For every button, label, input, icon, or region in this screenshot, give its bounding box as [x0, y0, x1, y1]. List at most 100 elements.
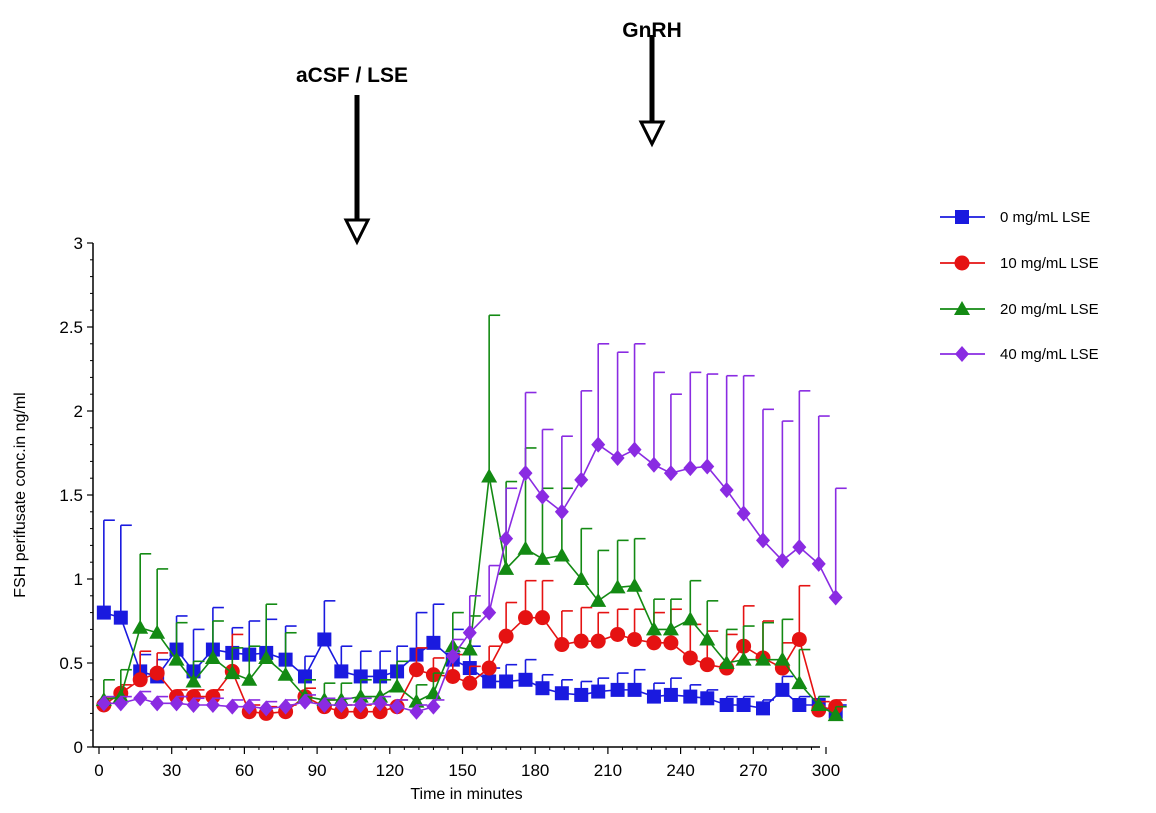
data-point	[482, 674, 497, 689]
legend-marker	[955, 346, 969, 362]
annotation-label: GnRH	[622, 19, 682, 42]
data-point	[683, 460, 698, 477]
y-tick-label: 1.5	[59, 486, 83, 505]
data-point	[683, 689, 698, 704]
data-point	[169, 695, 184, 712]
data-point	[498, 560, 515, 575]
data-point	[663, 465, 678, 482]
y-tick-label: 0.5	[59, 654, 83, 673]
data-point	[445, 668, 461, 684]
data-point	[259, 700, 274, 717]
data-point	[554, 503, 569, 520]
x-tick-label: 180	[521, 761, 549, 780]
data-point	[462, 624, 477, 641]
data-point	[534, 550, 551, 565]
annotation-arrow: GnRH	[622, 19, 682, 148]
x-tick-label: 270	[739, 761, 767, 780]
data-point	[373, 695, 388, 712]
data-point	[735, 651, 752, 666]
data-point	[755, 532, 770, 549]
data-point	[590, 592, 607, 607]
data-point	[205, 697, 220, 713]
x-tick-label: 240	[666, 761, 694, 780]
data-point	[132, 619, 149, 634]
data-point	[811, 555, 826, 572]
data-point	[372, 704, 388, 720]
x-tick-label: 120	[376, 761, 404, 780]
data-point	[517, 540, 534, 555]
data-point	[700, 458, 715, 475]
data-point	[408, 662, 424, 678]
annotation-arrowhead	[343, 218, 371, 246]
data-point	[626, 577, 643, 592]
data-point	[317, 632, 332, 647]
data-point	[610, 626, 626, 642]
x-tick-label: 0	[94, 761, 103, 780]
y-tick-label: 3	[74, 234, 83, 253]
y-tick-label: 2.5	[59, 318, 83, 337]
series-3	[96, 342, 847, 720]
legend-label: 40 mg/mL LSE	[1000, 346, 1099, 363]
data-point	[627, 682, 642, 697]
data-point	[258, 649, 275, 664]
data-point	[646, 635, 662, 651]
data-point	[481, 468, 498, 483]
data-point	[352, 688, 369, 703]
axes: 00.511.522.530 30 60 90 120 150 180 210 240 270 30…	[59, 234, 840, 780]
data-point	[754, 651, 771, 666]
data-point	[719, 481, 734, 498]
data-point	[535, 488, 550, 505]
data-point	[481, 660, 497, 676]
data-point	[699, 657, 715, 673]
data-point	[353, 697, 368, 713]
data-point	[499, 674, 514, 689]
data-point	[736, 698, 751, 712]
x-axis-title: Time in minutes	[410, 786, 522, 803]
data-point	[278, 698, 293, 715]
data-point	[775, 552, 790, 569]
data-point	[755, 701, 770, 716]
data-point	[426, 698, 441, 715]
data-point	[461, 641, 478, 656]
data-point	[499, 530, 514, 547]
data-point	[389, 678, 406, 693]
legend-entry: 40 mg/mL LSE	[940, 346, 1099, 363]
legend-entry: 10 mg/mL LSE	[940, 255, 1099, 272]
y-tick-label: 0	[74, 738, 83, 757]
data-point	[462, 675, 478, 691]
legend: 0 mg/mL LSE 10 mg/mL LSE 20 mg/mL LSE 40 mg…	[940, 209, 1099, 363]
data-point	[113, 695, 128, 712]
data-point	[736, 505, 751, 522]
data-point	[96, 695, 111, 712]
data-point	[535, 681, 550, 696]
data-point	[792, 698, 807, 712]
data-point	[186, 697, 201, 713]
plot-area	[95, 314, 847, 722]
y-tick-label: 1	[74, 570, 83, 589]
data-point	[791, 675, 808, 690]
data-point	[718, 655, 735, 669]
legend-entry: 20 mg/mL LSE	[940, 301, 1099, 318]
legend-marker	[954, 301, 970, 315]
x-tick-label: 150	[448, 761, 476, 780]
data-point	[719, 698, 734, 712]
data-point	[482, 604, 497, 621]
x-tick-label: 90	[308, 761, 327, 780]
x-tick-label: 60	[235, 761, 254, 780]
data-point	[96, 605, 111, 620]
y-axis-title: FSH perifusate conc.in ng/ml	[12, 392, 29, 597]
data-point	[682, 650, 698, 666]
x-tick-label: 210	[594, 761, 622, 780]
data-point	[774, 651, 791, 666]
data-point	[573, 633, 589, 649]
data-point	[334, 664, 349, 679]
data-point	[663, 635, 679, 651]
data-point	[645, 621, 662, 636]
data-point	[663, 687, 678, 702]
data-point	[574, 471, 589, 488]
data-point	[627, 441, 642, 458]
data-point	[828, 589, 843, 606]
data-point	[591, 436, 606, 453]
data-point	[149, 624, 166, 639]
